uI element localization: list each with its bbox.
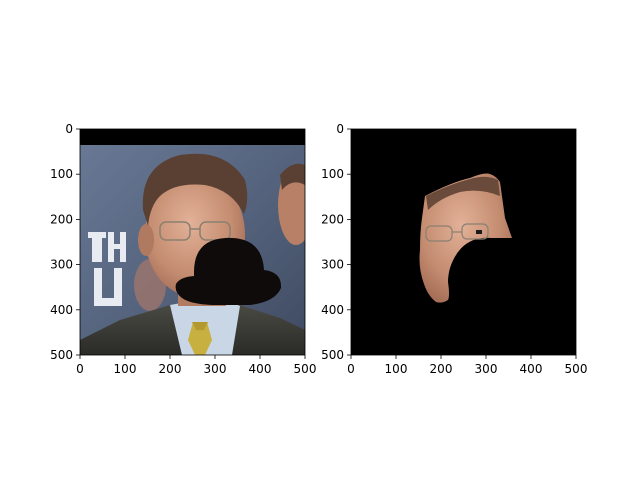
right-y-tick-label: 100 xyxy=(321,167,344,181)
right-x-tick-label: 300 xyxy=(475,362,498,376)
right-x-tick-label: 400 xyxy=(520,362,543,376)
background-person-hair xyxy=(280,163,305,190)
left-axes-frame xyxy=(79,128,306,356)
left-y-tick-label: 100 xyxy=(50,167,73,181)
top-black-band xyxy=(80,129,305,145)
left-x-tick-label: 400 xyxy=(249,362,272,376)
hair xyxy=(142,153,248,226)
left-x-tick-label: 300 xyxy=(204,362,227,376)
left-x-tick-label: 0 xyxy=(76,362,84,376)
right-y-tick-label: 400 xyxy=(321,303,344,317)
right-x-tick-label: 500 xyxy=(565,362,588,376)
left-y-tick-label: 300 xyxy=(50,258,73,272)
right-y-tick-label: 0 xyxy=(336,122,344,136)
left-y-tick-label: 400 xyxy=(50,303,73,317)
segmented-glasses xyxy=(425,223,489,242)
left-x-tick-label: 500 xyxy=(294,362,317,376)
right-x-tick-label: 200 xyxy=(430,362,453,376)
left-x-tick-label: 200 xyxy=(159,362,182,376)
right-y-tick-label: 200 xyxy=(321,212,344,226)
left-image-panel xyxy=(80,129,305,355)
left-x-tick-label: 100 xyxy=(114,362,137,376)
left-y-tick-label: 0 xyxy=(65,122,73,136)
right-y-tick-label: 500 xyxy=(321,348,344,362)
segmented-face-region xyxy=(419,173,512,303)
bowler-hat-overlay xyxy=(175,237,282,305)
right-x-tick-label: 100 xyxy=(385,362,408,376)
right-x-tick-label: 0 xyxy=(347,362,355,376)
tie xyxy=(188,322,212,355)
left-y-tick-label: 200 xyxy=(50,212,73,226)
right-image-panel xyxy=(351,129,576,355)
right-axes-frame xyxy=(350,128,577,356)
right-y-tick-label: 300 xyxy=(321,258,344,272)
left-y-tick-label: 500 xyxy=(50,348,73,362)
sign-letters xyxy=(88,232,126,306)
